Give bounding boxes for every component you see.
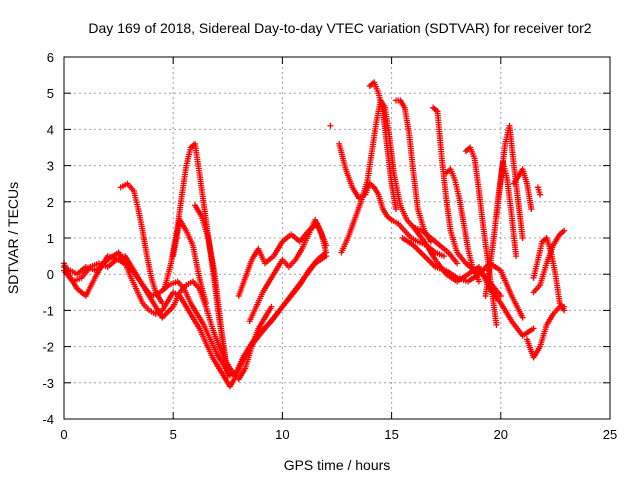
data-point bbox=[224, 372, 231, 379]
y-tick-label: -1 bbox=[42, 303, 54, 318]
data-points bbox=[61, 79, 568, 390]
series-s26 bbox=[534, 184, 544, 198]
series-s14 bbox=[392, 97, 434, 245]
series-s6 bbox=[170, 216, 209, 307]
y-tick-label: -3 bbox=[42, 376, 54, 391]
x-tick-label: 20 bbox=[494, 427, 508, 442]
series-s2 bbox=[61, 253, 330, 379]
series-s19 bbox=[462, 144, 500, 328]
data-point bbox=[159, 300, 166, 307]
series-s15 bbox=[430, 104, 504, 299]
data-point bbox=[454, 260, 461, 267]
y-tick-label: 4 bbox=[47, 122, 54, 137]
data-point bbox=[427, 238, 434, 245]
y-tick-label: -4 bbox=[42, 412, 54, 427]
data-point bbox=[519, 314, 526, 321]
y-tick-label: 0 bbox=[47, 267, 54, 282]
series-s24 bbox=[524, 303, 568, 361]
data-point bbox=[513, 253, 520, 260]
series-s7 bbox=[192, 202, 231, 379]
series-s25 bbox=[530, 227, 568, 296]
series-s12 bbox=[338, 97, 461, 267]
data-point bbox=[497, 292, 504, 299]
x-tick-label: 25 bbox=[603, 427, 617, 442]
series-s23 bbox=[530, 235, 568, 314]
y-tick-label: -2 bbox=[42, 340, 54, 355]
data-point bbox=[528, 206, 535, 213]
data-point bbox=[561, 303, 568, 310]
series-s11 bbox=[336, 140, 448, 260]
series-s21 bbox=[493, 122, 526, 241]
y-tick-labels: -4 -3 -2 -1 0 1 2 3 4 5 6 bbox=[42, 50, 54, 427]
data-point bbox=[561, 227, 568, 234]
y-tick-label: 1 bbox=[47, 231, 54, 246]
x-tick-label: 15 bbox=[384, 427, 398, 442]
series-s17 bbox=[399, 235, 526, 321]
data-point bbox=[537, 191, 544, 198]
series-s22 bbox=[510, 166, 535, 213]
grid-lines bbox=[64, 57, 610, 419]
chart-title: Day 169 of 2018, Sidereal Day-to-day VTE… bbox=[88, 20, 591, 36]
series-s18 bbox=[443, 166, 482, 285]
series-s13 bbox=[366, 79, 399, 213]
data-point bbox=[327, 122, 334, 129]
x-tick-labels: 0 5 10 15 20 25 bbox=[60, 427, 617, 442]
data-point bbox=[475, 278, 482, 285]
series-s10 bbox=[327, 122, 334, 129]
data-point bbox=[441, 253, 448, 260]
data-point bbox=[323, 249, 330, 256]
x-axis-title: GPS time / hours bbox=[284, 457, 391, 473]
data-point bbox=[530, 325, 537, 332]
data-point bbox=[493, 321, 500, 328]
data-point bbox=[202, 300, 209, 307]
y-tick-label: 6 bbox=[47, 50, 54, 65]
y-tick-label: 3 bbox=[47, 159, 54, 174]
series-s3 bbox=[61, 253, 275, 383]
data-point bbox=[519, 235, 526, 241]
y-tick-label: 2 bbox=[47, 195, 54, 210]
x-tick-label: 5 bbox=[170, 427, 177, 442]
plot-frame bbox=[63, 56, 611, 420]
data-point bbox=[392, 206, 399, 213]
y-axis-title: SDTVAR / TECUs bbox=[5, 182, 21, 294]
x-tick-label: 0 bbox=[60, 427, 67, 442]
x-tick-label: 10 bbox=[275, 427, 289, 442]
series-s9 bbox=[246, 216, 330, 325]
data-point bbox=[268, 303, 275, 310]
series-s4 bbox=[117, 180, 166, 307]
y-tick-label: 5 bbox=[47, 86, 54, 101]
